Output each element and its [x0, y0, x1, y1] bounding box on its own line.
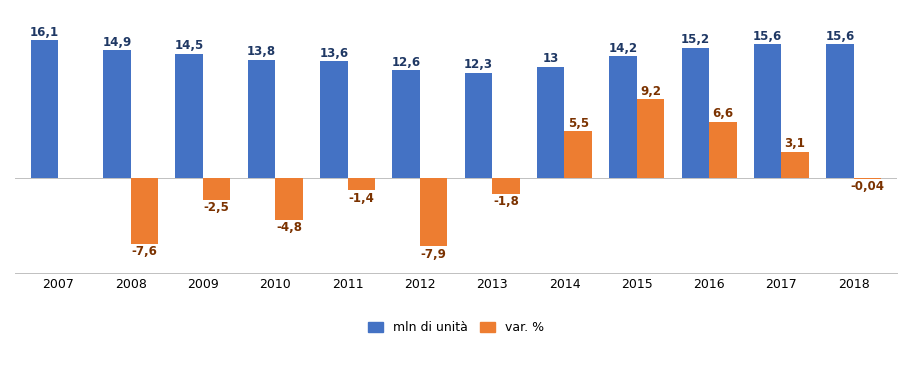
Text: 13,6: 13,6: [319, 47, 348, 60]
Text: 14,9: 14,9: [102, 36, 131, 49]
Text: -1,4: -1,4: [348, 192, 374, 205]
Bar: [130, 179, 158, 244]
Text: -1,8: -1,8: [493, 195, 518, 208]
Bar: [609, 56, 636, 179]
Text: 13,8: 13,8: [247, 46, 276, 58]
Bar: [248, 60, 275, 179]
Legend: mln di unità, var. %: mln di unità, var. %: [363, 316, 548, 339]
Bar: [781, 152, 808, 179]
Bar: [392, 70, 419, 179]
Bar: [753, 44, 781, 179]
Bar: [175, 54, 203, 179]
Bar: [465, 73, 492, 179]
Bar: [564, 131, 591, 179]
Text: 5,5: 5,5: [567, 117, 589, 130]
Text: -0,04: -0,04: [849, 180, 884, 193]
Bar: [636, 99, 663, 179]
Bar: [825, 44, 853, 179]
Text: 6,6: 6,6: [711, 107, 732, 120]
Bar: [419, 179, 446, 246]
Bar: [537, 67, 564, 179]
Text: 3,1: 3,1: [783, 137, 804, 151]
Bar: [492, 179, 519, 194]
Text: -2,5: -2,5: [203, 201, 230, 214]
Text: 16,1: 16,1: [30, 26, 59, 39]
Bar: [31, 40, 58, 179]
Bar: [203, 179, 230, 200]
Text: 9,2: 9,2: [640, 85, 660, 98]
Text: 12,3: 12,3: [464, 58, 492, 71]
Bar: [347, 179, 374, 191]
Text: 12,6: 12,6: [391, 56, 420, 69]
Text: 15,6: 15,6: [824, 30, 854, 43]
Text: 14,5: 14,5: [174, 39, 204, 53]
Bar: [103, 50, 130, 179]
Bar: [320, 61, 347, 179]
Text: 15,2: 15,2: [680, 33, 709, 46]
Text: 14,2: 14,2: [608, 42, 637, 55]
Text: 15,6: 15,6: [752, 30, 782, 43]
Text: -7,6: -7,6: [131, 245, 158, 258]
Bar: [681, 48, 708, 179]
Text: -4,8: -4,8: [276, 221, 302, 234]
Text: -7,9: -7,9: [420, 248, 446, 261]
Bar: [275, 179, 302, 220]
Text: 13: 13: [542, 52, 558, 65]
Bar: [708, 122, 736, 179]
